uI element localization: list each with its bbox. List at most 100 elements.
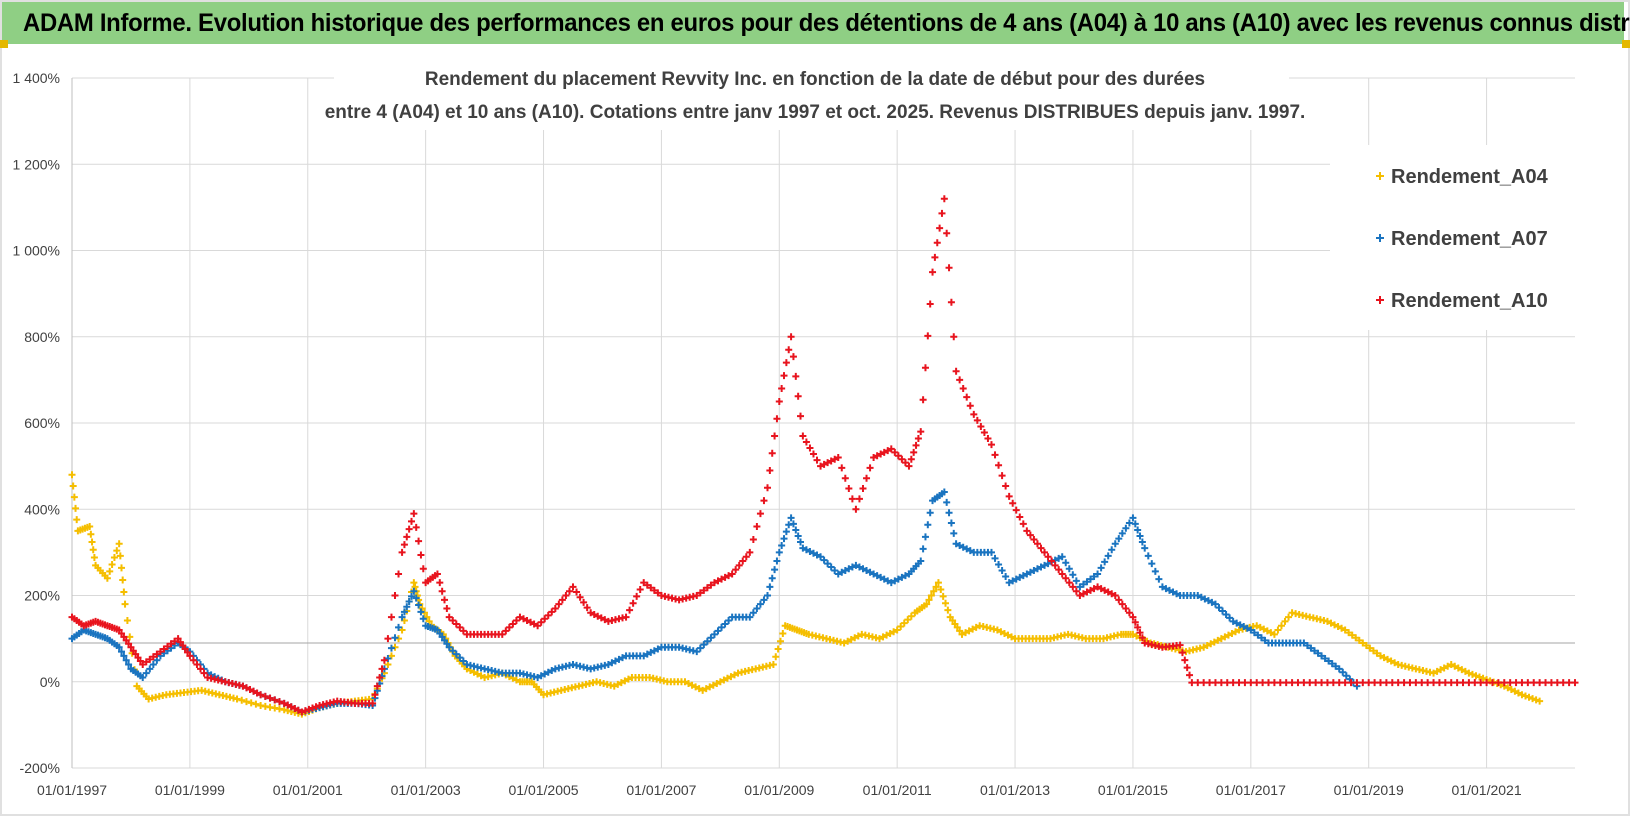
data-point [583,604,591,612]
data-point [1236,621,1244,629]
data-point [966,547,974,555]
data-point [1203,642,1211,650]
data-point [1058,553,1066,561]
data-point [890,628,898,636]
data-point [1339,668,1347,676]
x-tick-label: 01/01/2013 [980,782,1050,798]
data-point [873,572,881,580]
data-point [692,683,700,691]
data-point [1048,557,1056,565]
data-point [1387,657,1395,665]
data-point [417,551,425,559]
data-point [879,633,887,641]
data-point [1023,527,1031,535]
data-point [1310,647,1318,655]
data-point [710,630,718,638]
x-tick-label: 01/01/2007 [626,782,696,798]
data-point [802,438,810,446]
data-point [1406,679,1414,687]
data-point [186,652,194,660]
data-point [1200,643,1208,651]
x-tick-label: 01/01/2005 [508,782,578,798]
data-point [1451,662,1459,670]
data-point [746,613,754,621]
data-point [1321,654,1329,662]
data-point [1134,526,1142,534]
data-point [250,687,258,695]
data-point [238,696,246,704]
data-point [1186,671,1194,679]
data-point [1307,644,1315,652]
data-point [1288,679,1296,687]
data-point [688,681,696,689]
data-point [647,648,655,656]
data-point [1072,577,1080,585]
data-point [927,592,935,599]
data-point [1327,619,1335,627]
data-point [1201,595,1209,603]
data-point [1500,679,1508,687]
data-point [1229,617,1237,625]
data-point [153,650,161,658]
data-point [1338,624,1346,632]
data-point [633,592,641,600]
data-point [1194,592,1202,599]
data-point [1115,596,1123,604]
data-point [1204,597,1212,605]
data-point [459,657,467,665]
data-point [1277,622,1285,630]
data-point [115,540,123,548]
data-point [498,630,506,638]
data-point [1536,679,1544,687]
data-point [766,466,774,474]
legend-background [1330,145,1575,330]
data-point [405,525,413,533]
data-point [1571,679,1579,687]
data-point [780,535,788,543]
data-point [873,452,881,460]
data-point [1165,586,1173,594]
data-point [956,376,964,384]
data-point [685,679,693,687]
x-tick-label: 01/01/2015 [1098,782,1168,798]
data-point [1000,629,1008,637]
data-point [1488,679,1496,687]
data-point [998,566,1006,574]
x-tick-label: 01/01/2001 [273,782,343,798]
data-point [115,643,123,651]
data-point [859,485,867,493]
data-point [502,627,510,635]
data-point [838,568,846,576]
data-point [1514,689,1522,697]
y-tick-label: 1 400% [13,70,60,86]
data-point [1062,574,1070,582]
data-point [113,547,121,555]
data-point [246,686,254,694]
data-point [877,573,885,581]
data-point [73,516,81,524]
data-point [852,561,860,569]
data-point [1194,679,1202,687]
data-point [820,460,828,468]
data-point [841,474,849,482]
series-Rendement_A10 [68,195,1579,716]
data-point [756,510,764,518]
data-point [1294,679,1302,687]
data-point [1359,639,1367,647]
data-point [242,684,250,692]
data-point [1111,540,1119,548]
data-point [987,548,995,556]
data-point [1565,679,1573,687]
data-point [1468,670,1476,678]
data-point [1274,626,1282,634]
data-point [1300,679,1308,687]
data-point [123,617,131,625]
data-point [1208,598,1216,606]
data-point [952,367,960,375]
data-point [523,617,531,625]
data-point [778,541,786,549]
data-point [840,639,848,647]
data-point [883,631,891,639]
data-point [1559,679,1567,687]
data-point [905,462,913,470]
